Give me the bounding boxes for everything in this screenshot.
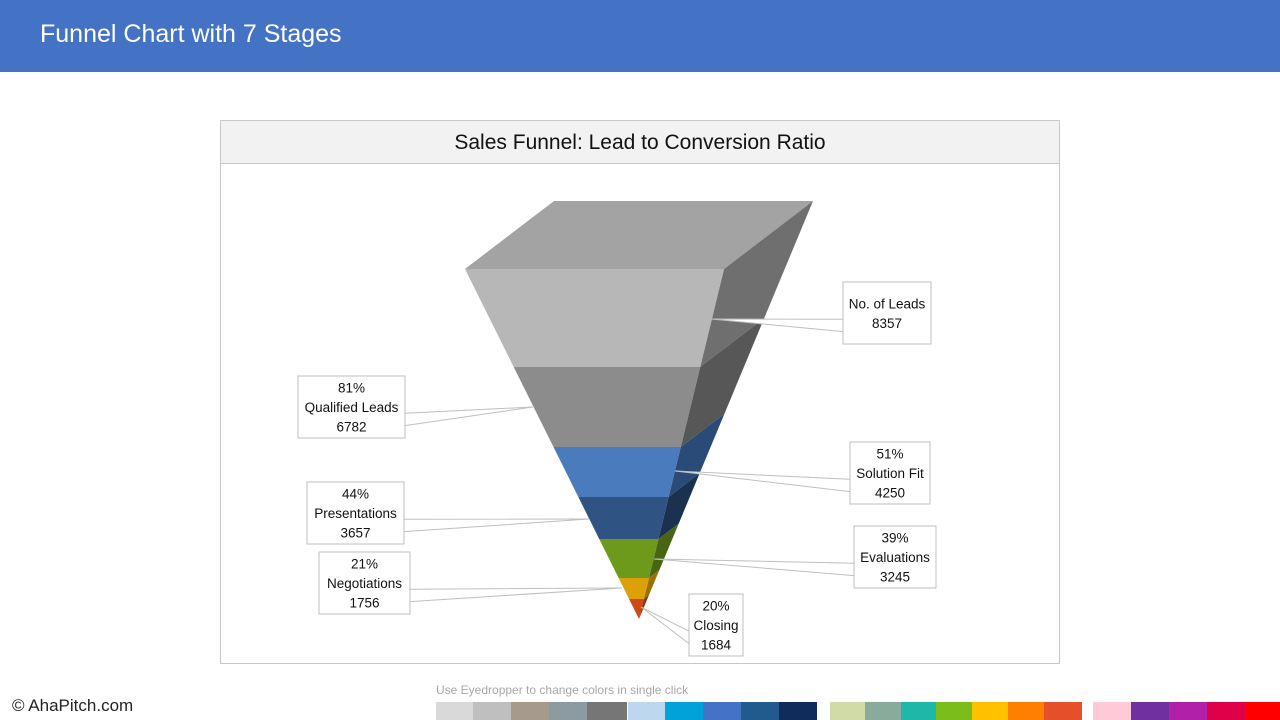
- color-swatch[interactable]: [741, 702, 779, 720]
- funnel-stage-no-of-leads: [465, 269, 724, 367]
- data-label-box-closing: [688, 593, 744, 657]
- color-swatch[interactable]: [1245, 702, 1280, 720]
- color-swatch[interactable]: [1093, 702, 1131, 720]
- copyright-text: © AhaPitch.com: [12, 696, 134, 715]
- chart-title: Sales Funnel: Lead to Conversion Ratio: [454, 131, 826, 154]
- data-label-percent: 81%: [338, 381, 365, 396]
- funnel-top-face: [465, 201, 813, 269]
- data-label-name: Closing: [693, 618, 738, 633]
- funnel-stage-negotiations: [618, 578, 649, 599]
- funnel-stage-qualified-leads: [513, 367, 701, 447]
- data-label-percent: 39%: [881, 531, 908, 546]
- data-label-value: 1684: [701, 638, 732, 653]
- leader-line-evaluations: [653, 558, 855, 577]
- eyedropper-hint: Use Eyedropper to change colors in singl…: [436, 683, 689, 697]
- funnel-side-closing: [639, 595, 649, 619]
- color-swatch[interactable]: [1169, 702, 1207, 720]
- data-label-box-solution-fit: [849, 441, 931, 505]
- data-label-value: 4250: [875, 486, 905, 501]
- data-label-box-evaluations: [853, 525, 937, 589]
- funnel-side-presentations: [658, 473, 700, 539]
- color-palette: [0, 702, 1280, 720]
- color-swatch[interactable]: [830, 702, 865, 720]
- leader-line-no-of-leads: [710, 318, 844, 333]
- color-swatch[interactable]: [628, 702, 665, 720]
- data-label-percent: 21%: [351, 557, 378, 572]
- color-swatch[interactable]: [779, 702, 817, 720]
- funnel-side-no-of-leads: [700, 201, 813, 367]
- leader-line-solution-fit: [674, 470, 851, 493]
- page-title: Funnel Chart with 7 Stages: [40, 20, 342, 48]
- color-swatch[interactable]: [1131, 702, 1169, 720]
- color-swatch[interactable]: [473, 702, 511, 720]
- data-label-box-presentations: [306, 481, 405, 545]
- funnel-side-evaluations: [648, 523, 679, 578]
- leader-line-presentations: [403, 518, 590, 533]
- color-swatch[interactable]: [972, 702, 1008, 720]
- chart-title-bar: Sales Funnel: Lead to Conversion Ratio: [221, 121, 1059, 164]
- data-label-percent: 51%: [876, 447, 903, 462]
- funnel-side-negotiations: [643, 570, 660, 599]
- color-swatch[interactable]: [1044, 702, 1082, 720]
- data-label-box-no-of-leads: [842, 281, 932, 345]
- color-swatch[interactable]: [587, 702, 627, 720]
- data-label-value: 3245: [880, 570, 910, 585]
- funnel-side-solution-fit: [668, 413, 725, 497]
- funnel-stage-presentations: [578, 497, 669, 539]
- chart-container[interactable]: Sales Funnel: Lead to Conversion Ratio N…: [220, 120, 1060, 664]
- data-label-value: 6782: [336, 420, 366, 435]
- data-label-box-negotiations: [318, 551, 411, 615]
- funnel-side-qualified-leads: [680, 318, 765, 447]
- data-label-value: 3657: [340, 526, 370, 541]
- data-label-name: Negotiations: [327, 576, 402, 591]
- color-swatch[interactable]: [436, 702, 473, 720]
- data-label-name: Qualified Leads: [305, 400, 399, 415]
- data-label-percent: 44%: [342, 487, 369, 502]
- data-label-name: Presentations: [314, 506, 397, 521]
- color-swatch[interactable]: [901, 702, 936, 720]
- color-swatch[interactable]: [511, 702, 549, 720]
- color-swatch[interactable]: [1008, 702, 1044, 720]
- data-label-box-qualified-leads: [297, 375, 406, 439]
- title-bar: Funnel Chart with 7 Stages: [0, 0, 1280, 72]
- color-swatch[interactable]: [1207, 702, 1245, 720]
- data-label-name: Solution Fit: [856, 466, 924, 481]
- color-swatch[interactable]: [865, 702, 901, 720]
- data-label-value: 8357: [872, 316, 902, 331]
- data-label-percent: 20%: [702, 599, 729, 614]
- data-label-value: 1756: [349, 596, 379, 611]
- leader-line-qualified-leads: [404, 406, 534, 427]
- funnel-chart: No. of Leads 8357 81% Qualified Leads 6782 51…: [297, 201, 937, 657]
- color-swatch[interactable]: [703, 702, 741, 720]
- color-swatch[interactable]: [549, 702, 587, 720]
- leader-line-closing: [640, 606, 690, 644]
- data-label-name: Evaluations: [860, 550, 930, 565]
- funnel-stage-solution-fit: [553, 447, 681, 497]
- funnel-stage-evaluations: [599, 539, 659, 578]
- leader-line-negotiations: [409, 587, 623, 603]
- color-swatch[interactable]: [936, 702, 972, 720]
- data-label-name: No. of Leads: [849, 296, 926, 311]
- color-swatch[interactable]: [665, 702, 703, 720]
- funnel-stage-closing: [629, 599, 644, 619]
